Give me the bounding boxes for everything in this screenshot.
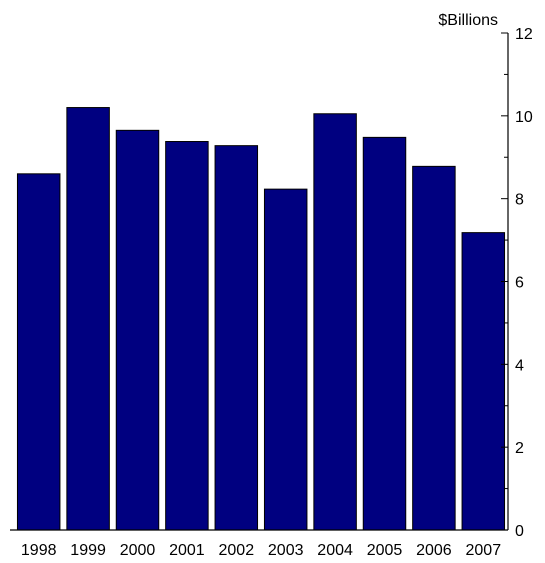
bar-2006 <box>412 165 456 531</box>
bar-2003 <box>263 188 308 531</box>
bars-group <box>16 107 506 531</box>
x-tick-label-2001: 2001 <box>169 542 205 558</box>
x-tick-label-2003: 2003 <box>268 542 304 558</box>
y-tick-label-6: 6 <box>515 275 524 292</box>
x-tick-label-1998: 1998 <box>21 542 57 558</box>
bar-2005 <box>362 136 407 531</box>
bar-1998 <box>16 173 61 531</box>
y-axis-label: $Billions <box>438 12 498 29</box>
x-tick-labels-group: 1998 1999 2000 2001 2002 2003 2004 2005 2006 2007 <box>21 542 502 559</box>
y-tick-label-2: 2 <box>515 440 524 457</box>
bar-2007 <box>461 232 506 531</box>
y-ticks-group: 0 2 4 6 8 10 12 <box>501 26 533 540</box>
bar-2001 <box>165 141 209 531</box>
bar-2004 <box>313 113 357 531</box>
bar-2002 <box>214 145 259 531</box>
x-tick-label-2007: 2007 <box>466 542 502 558</box>
x-tick-label-2000: 2000 <box>120 542 156 558</box>
x-tick-label-1999: 1999 <box>70 542 106 558</box>
bar-1999 <box>66 107 110 531</box>
y-tick-label-8: 8 <box>515 192 524 209</box>
y-tick-label-4: 4 <box>515 357 524 374</box>
y-tick-label-0: 0 <box>515 523 524 540</box>
x-tick-label-2005: 2005 <box>367 542 403 558</box>
x-tick-label-2004: 2004 <box>317 542 353 558</box>
y-tick-label-12: 12 <box>515 26 533 43</box>
bar-2000 <box>115 129 160 531</box>
x-tick-label-2002: 2002 <box>219 542 255 558</box>
x-tick-label-2006: 2006 <box>416 542 452 558</box>
y-tick-label-10: 10 <box>515 109 533 126</box>
